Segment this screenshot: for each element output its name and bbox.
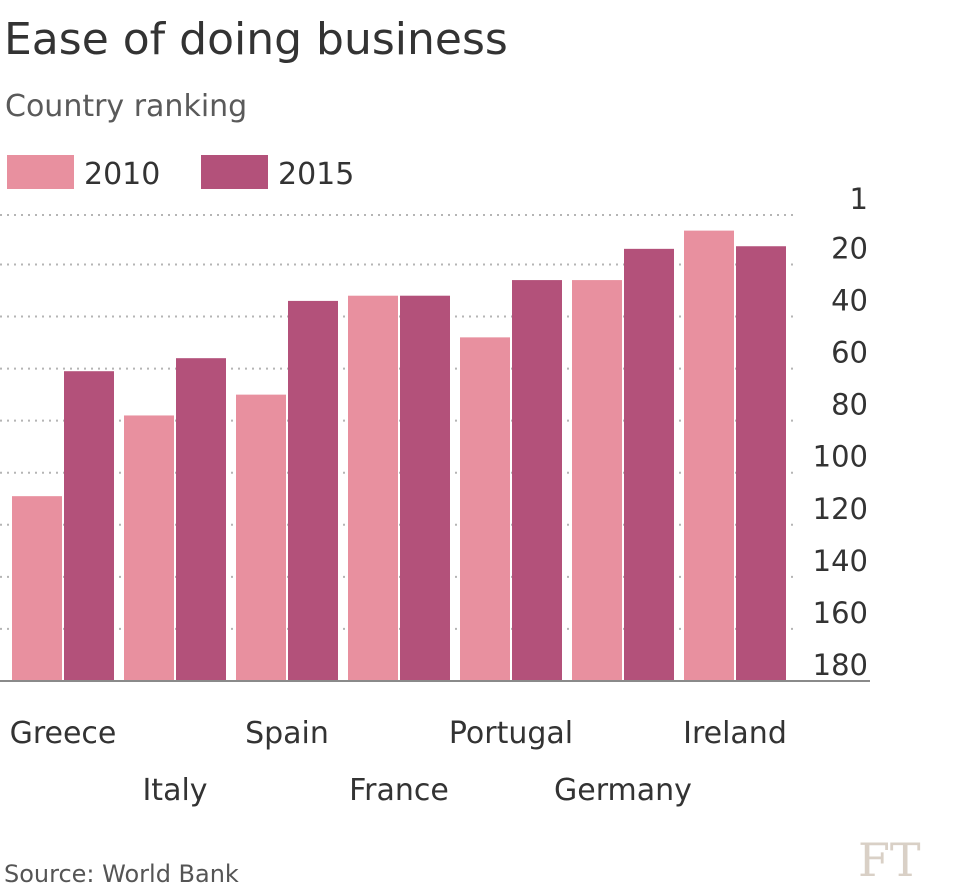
category-label-italy: Italy <box>142 773 207 808</box>
category-label-ireland: Ireland <box>683 716 787 751</box>
y-tick-label: 160 <box>813 596 868 630</box>
bar-germany-2010 <box>572 280 622 681</box>
y-tick-label: 120 <box>813 492 868 526</box>
bar-italy-2015 <box>176 358 226 681</box>
bar-greece-2010 <box>12 496 62 681</box>
bar-spain-2015 <box>288 300 338 681</box>
category-label-france: France <box>349 773 449 808</box>
bar-italy-2010 <box>124 415 174 681</box>
bar-portugal-2010 <box>460 337 510 681</box>
bar-spain-2010 <box>236 394 286 681</box>
category-label-germany: Germany <box>554 773 692 808</box>
y-tick-label: 20 <box>831 231 868 265</box>
category-label-greece: Greece <box>10 716 117 751</box>
bar-ireland-2015 <box>736 246 786 681</box>
legend: 2010 2015 <box>7 155 354 192</box>
y-tick-label: 100 <box>813 440 868 474</box>
bars <box>12 230 786 682</box>
chart-title: Ease of doing business <box>4 14 508 65</box>
bar-france-2010 <box>348 295 398 681</box>
bar-france-2015 <box>400 295 450 681</box>
bar-germany-2015 <box>624 248 674 682</box>
legend-label-2015: 2015 <box>278 157 354 192</box>
category-label-portugal: Portugal <box>449 716 573 751</box>
category-label-spain: Spain <box>245 716 329 751</box>
legend-swatch-2010 <box>7 155 74 189</box>
y-tick-label: 40 <box>831 284 868 318</box>
bar-ireland-2010 <box>684 230 734 681</box>
chart-subtitle: Country ranking <box>5 89 247 124</box>
legend-swatch-2015 <box>201 155 268 189</box>
y-tick-label: 1 <box>850 182 868 216</box>
bar-greece-2015 <box>64 371 114 681</box>
source-note: Source: World Bank <box>4 860 239 888</box>
ft-logo: FT <box>858 833 921 887</box>
y-tick-label: 60 <box>831 336 868 370</box>
y-tick-label: 80 <box>831 388 868 422</box>
legend-label-2010: 2010 <box>84 157 160 192</box>
bar-portugal-2015 <box>512 280 562 681</box>
y-tick-label: 180 <box>813 648 868 682</box>
y-tick-label: 140 <box>813 544 868 578</box>
